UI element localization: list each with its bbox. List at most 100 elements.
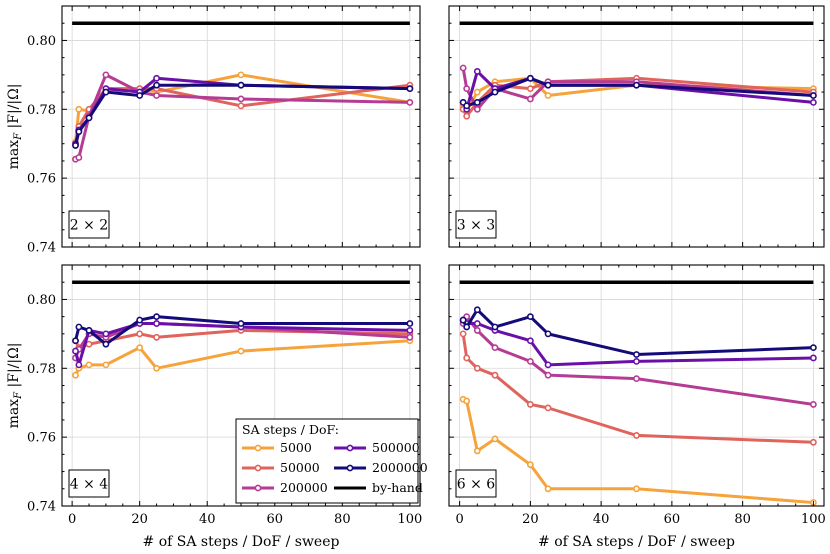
data-point-500000 [75, 361, 83, 369]
legend-entry-2000000: 2000000 [334, 460, 428, 475]
data-point-2000000 [633, 81, 640, 89]
panel-label: 2 × 2 [70, 218, 108, 234]
data-point-2000000 [463, 323, 471, 331]
y-axis-label: maxF |F|/|Ω| [6, 84, 24, 170]
data-point-50000 [136, 330, 144, 338]
legend-swatch-marker [254, 444, 262, 452]
data-point-5000 [102, 361, 110, 369]
data-point-200000 [544, 371, 552, 379]
legend-label: 200000 [280, 480, 328, 495]
data-point-200000 [463, 85, 471, 93]
x-tick-label: 40 [199, 512, 216, 527]
data-point-200000 [102, 71, 110, 79]
x-tick-label: 80 [334, 512, 351, 527]
panel-label-box [68, 469, 110, 498]
plot-frame [448, 5, 825, 248]
x-tick-label: 100 [801, 512, 826, 527]
data-point-500000 [526, 337, 534, 345]
y-tick-label: 0.74 [27, 241, 56, 256]
legend-label: 2000000 [372, 460, 428, 475]
data-point-500000 [102, 330, 110, 338]
data-point-200000 [491, 344, 499, 352]
x-tick-label: 40 [593, 512, 610, 527]
series-line-2000000 [461, 308, 815, 357]
data-point-200000 [633, 375, 640, 383]
legend-entry-200000: 200000 [242, 480, 328, 495]
data-point-5000 [491, 435, 499, 443]
data-point-2000000 [85, 114, 93, 122]
data-point-2000000 [406, 85, 414, 93]
plot-frame [61, 5, 421, 248]
data-point-2000000 [136, 316, 144, 324]
data-point-5000 [544, 92, 552, 99]
data-point-200000 [459, 64, 467, 72]
data-point-2000000 [136, 92, 144, 99]
data-point-2000000 [491, 88, 499, 96]
y-tick-label: 0.78 [27, 362, 56, 377]
data-point-2000000 [237, 81, 245, 89]
data-point-5000 [544, 485, 552, 493]
data-point-50000 [809, 438, 817, 446]
data-point-2000000 [72, 337, 79, 345]
data-point-50000 [237, 102, 245, 110]
data-point-50000 [526, 85, 534, 93]
data-point-200000 [406, 333, 414, 341]
panel-4: 0 20 40 60 80 100 6 × 6 # of SA steps / DoF / s… [448, 264, 826, 550]
legend-entry-500000: 500000 [334, 440, 420, 455]
data-point-500000 [473, 68, 481, 75]
data-point-5000 [153, 364, 160, 372]
data-point-500000 [633, 357, 640, 365]
data-point-5000 [136, 344, 144, 352]
panel-3: 0 20 40 60 80 100 0.74 0.76 0.78 0.80 4 × 4 # of SA… [6, 264, 422, 550]
data-point-200000 [526, 357, 534, 365]
data-point-50000 [153, 333, 160, 341]
series-line-200000 [461, 66, 815, 111]
data-point-2000000 [153, 81, 160, 89]
x-tick-label: 20 [522, 512, 539, 527]
data-point-2000000 [544, 330, 552, 338]
x-axis-label: # of SA steps / DoF / sweep [538, 534, 735, 550]
data-point-50000 [544, 404, 552, 412]
data-point-50000 [463, 354, 471, 362]
legend-swatch-marker [346, 464, 354, 472]
data-point-5000 [473, 88, 481, 96]
y-axis-label: maxF |F|/|Ω| [6, 343, 24, 429]
legend-label: 500000 [372, 440, 420, 455]
panel-label-box [455, 210, 497, 239]
data-point-50000 [473, 364, 481, 372]
data-point-2000000 [102, 88, 110, 96]
data-point-2000000 [809, 344, 817, 352]
data-point-2000000 [463, 102, 471, 110]
data-point-2000000 [72, 142, 79, 149]
data-point-5000 [633, 485, 640, 493]
y-axis-label-sub: F [13, 132, 24, 141]
data-point-2000000 [544, 81, 552, 89]
legend-title: SA steps / DoF: [242, 422, 339, 437]
data-point-2000000 [633, 351, 640, 358]
data-point-50000 [463, 112, 471, 120]
legend-swatch-marker [254, 464, 262, 472]
legend-swatch-marker [346, 444, 354, 452]
data-point-200000 [75, 154, 83, 161]
data-point-2000000 [473, 99, 481, 106]
panel-2: 3 × 3 [448, 5, 825, 248]
legend-swatch-marker [254, 484, 262, 492]
series-line-500000 [461, 318, 815, 367]
y-tick-label: 0.74 [27, 500, 56, 515]
data-point-500000 [809, 354, 817, 362]
x-tick-label: 60 [267, 512, 284, 527]
data-point-500000 [153, 74, 160, 82]
legend-entry-50000: 50000 [242, 460, 320, 475]
data-point-2000000 [809, 92, 817, 99]
y-tick-label: 0.76 [27, 431, 56, 446]
panel-label: 4 × 4 [70, 477, 109, 493]
legend-entry-5000: 5000 [242, 440, 312, 455]
panel-label-box [455, 469, 497, 498]
data-point-200000 [473, 105, 481, 113]
data-point-5000 [526, 461, 534, 469]
panel-label-box [68, 210, 110, 239]
data-point-2000000 [85, 327, 93, 334]
legend-label: 50000 [280, 460, 320, 475]
x-tick-label: 20 [131, 512, 148, 527]
